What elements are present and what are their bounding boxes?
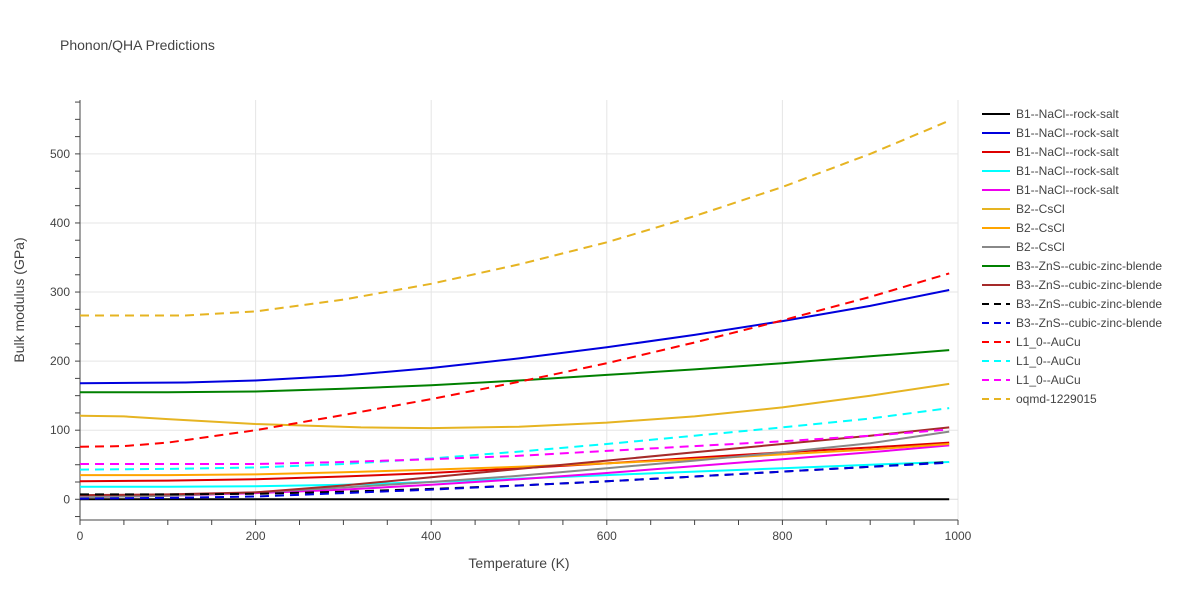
series-line-13 xyxy=(79,272,950,448)
legend-label: B1--NaCl--rock-salt xyxy=(1016,183,1119,197)
series-line-7 xyxy=(80,443,950,477)
legend-label: B2--CsCl xyxy=(1016,202,1065,216)
series-line-14 xyxy=(79,407,950,471)
legend-item[interactable]: L1_0--AuCu xyxy=(982,335,1081,349)
y-axis-title: Bulk modulus (GPa) xyxy=(11,237,27,362)
series-line-6 xyxy=(79,382,950,430)
legend-item[interactable]: B1--NaCl--rock-salt xyxy=(982,164,1119,178)
x-axis-title: Temperature (K) xyxy=(468,555,569,571)
legend-item[interactable]: B2--CsCl xyxy=(982,221,1065,235)
plot-lines xyxy=(79,119,950,501)
legend-label: oqmd-1229015 xyxy=(1016,392,1097,406)
legend-label: B1--NaCl--rock-salt xyxy=(1016,145,1119,159)
legend-item[interactable]: B1--NaCl--rock-salt xyxy=(982,183,1119,197)
legend-item[interactable]: B1--NaCl--rock-salt xyxy=(982,107,1119,121)
x-tick-label: 600 xyxy=(597,529,617,543)
legend-label: B3--ZnS--cubic-zinc-blende xyxy=(1016,278,1162,292)
x-tick-label: 400 xyxy=(421,529,441,543)
legend-label: B3--ZnS--cubic-zinc-blende xyxy=(1016,297,1162,311)
legend-item[interactable]: L1_0--AuCu xyxy=(982,373,1081,387)
legend-label: L1_0--AuCu xyxy=(1016,335,1081,349)
x-tick-label: 1000 xyxy=(945,529,972,543)
legend-item[interactable]: L1_0--AuCu xyxy=(982,354,1081,368)
series-line-16 xyxy=(80,119,950,317)
legend-label: B1--NaCl--rock-salt xyxy=(1016,126,1119,140)
legend-item[interactable]: B3--ZnS--cubic-zinc-blende xyxy=(982,259,1162,273)
legend-label: B3--ZnS--cubic-zinc-blende xyxy=(1016,259,1162,273)
legend-label: B1--NaCl--rock-salt xyxy=(1016,164,1119,178)
legend-item[interactable]: B2--CsCl xyxy=(982,240,1065,254)
legend[interactable]: B1--NaCl--rock-salt B1--NaCl--rock-salt B1… xyxy=(982,107,1162,406)
x-tick-label: 800 xyxy=(772,529,792,543)
legend-label: B1--NaCl--rock-salt xyxy=(1016,107,1119,121)
legend-label: B2--CsCl xyxy=(1016,240,1065,254)
y-tick-label: 500 xyxy=(50,147,70,161)
series-line-15 xyxy=(80,428,950,465)
legend-label: B2--CsCl xyxy=(1016,221,1065,235)
y-tick-label: 0 xyxy=(63,492,70,506)
legend-item[interactable]: B3--ZnS--cubic-zinc-blende xyxy=(982,316,1162,330)
axes: 0 200 400 600 800 1000 0 100 200 300 400 500 xyxy=(50,100,972,543)
legend-label: L1_0--AuCu xyxy=(1016,354,1081,368)
y-tick-label: 300 xyxy=(50,285,70,299)
x-tick-label: 200 xyxy=(246,529,266,543)
legend-item[interactable]: B1--NaCl--rock-salt xyxy=(982,126,1119,140)
legend-item[interactable]: oqmd-1229015 xyxy=(982,392,1097,406)
series-line-2 xyxy=(79,289,950,385)
legend-label: B3--ZnS--cubic-zinc-blende xyxy=(1016,316,1162,330)
series-line-12 xyxy=(79,461,950,500)
legend-item[interactable]: B2--CsCl xyxy=(982,202,1065,216)
legend-item[interactable]: B1--NaCl--rock-salt xyxy=(982,145,1119,159)
legend-item[interactable]: B3--ZnS--cubic-zinc-blende xyxy=(982,297,1162,311)
series-line-9 xyxy=(80,349,950,394)
y-tick-label: 400 xyxy=(50,216,70,230)
grid xyxy=(80,100,959,520)
legend-label: L1_0--AuCu xyxy=(1016,373,1081,387)
legend-item[interactable]: B3--ZnS--cubic-zinc-blende xyxy=(982,278,1162,292)
y-tick-label: 200 xyxy=(50,354,70,368)
chart-title: Phonon/QHA Predictions xyxy=(60,37,215,53)
x-tick-label: 0 xyxy=(77,529,84,543)
y-tick-label: 100 xyxy=(50,423,70,437)
series-line-10 xyxy=(79,426,950,497)
